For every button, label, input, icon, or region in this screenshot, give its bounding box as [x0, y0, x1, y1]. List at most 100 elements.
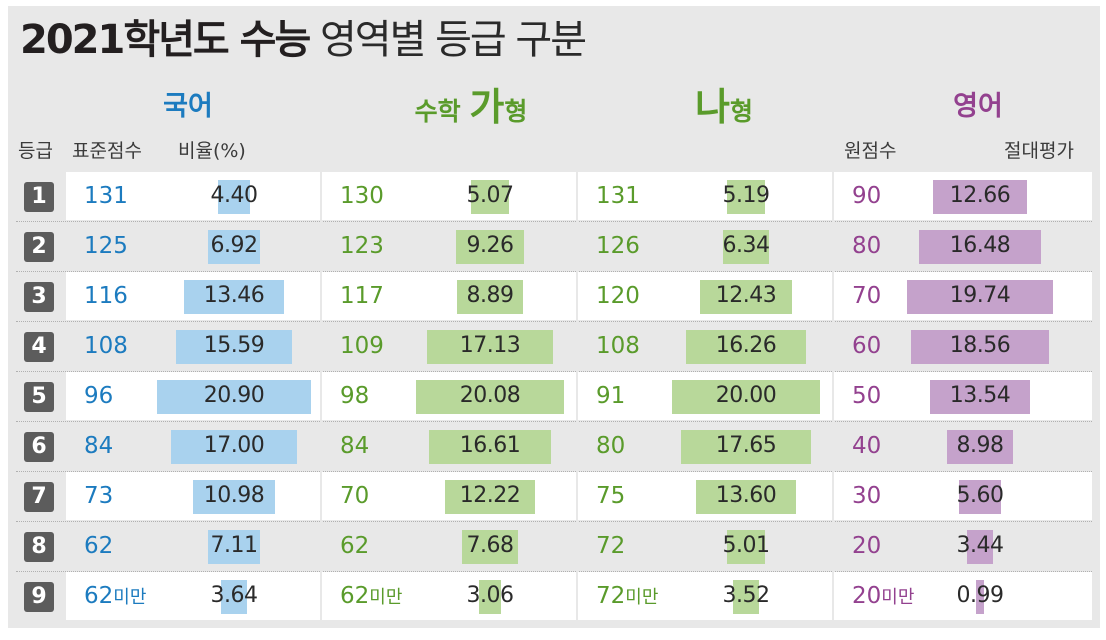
grade-badge: 4: [24, 332, 54, 362]
table-row: 6 84 17.00 84 16.61 80 17.65 40 8.98: [16, 422, 1092, 470]
grade-badge: 5: [24, 382, 54, 412]
math-ga-ratio-label: 3.06: [466, 583, 514, 608]
grade-badge: 6: [24, 432, 54, 462]
row-divider: [16, 571, 1092, 572]
english-ratio-label: 0.99: [956, 583, 1004, 608]
table-row: 3 116 13.46 117 8.89 120 12.43 70 19.74: [16, 272, 1092, 320]
math-ga-cell: 130 5.07: [322, 172, 576, 220]
math-ga-ratio-bar: [478, 580, 502, 614]
math-na-ratio-label: 16.26: [715, 333, 777, 358]
math-ga-ratio-label: 16.61: [459, 433, 521, 458]
korean-cell: 73 10.98: [66, 472, 320, 520]
math-ga-ratio-label: 20.08: [459, 383, 521, 408]
title-bold: 2021학년도 수능: [20, 17, 311, 63]
english-ratio-bar: [929, 380, 1031, 414]
grade-badge: 1: [24, 182, 54, 212]
korean-ratio-bar: [156, 380, 312, 414]
math-na-cutoff-score: 108: [596, 333, 640, 359]
math-ga-cutoff-score: 123: [340, 233, 384, 259]
english-cutoff-score: 60: [852, 333, 882, 359]
title-light: 영역별 등급 구분: [319, 17, 587, 63]
math-ga-ratio-bar: [455, 230, 525, 264]
grade-badge: 3: [24, 282, 54, 312]
math-na-ratio-bar: [672, 380, 820, 414]
math-na-ratio-bar: [732, 580, 760, 614]
english-ratio-label: 12.66: [949, 183, 1011, 208]
math-ga-cell: 98 20.08: [322, 372, 576, 420]
grade-badge: 2: [24, 232, 54, 262]
row-divider: [16, 371, 1092, 372]
english-ratio-label: 5.60: [956, 483, 1004, 508]
math-ga-cell: 62미만 3.06: [322, 572, 576, 620]
math-na-ratio-bar: [700, 280, 792, 314]
column-divider: [576, 172, 578, 624]
row-divider: [16, 221, 1092, 222]
math-ga-ratio-bar: [444, 480, 536, 514]
math-na-ratio-label: 12.43: [715, 283, 777, 308]
korean-cell: 125 6.92: [66, 222, 320, 270]
math-na-cutoff-score: 131: [596, 183, 640, 209]
math-na-ratio-label: 3.52: [722, 583, 770, 608]
grade-badge: 9: [24, 582, 54, 612]
math-na-cell: 72미만 3.52: [578, 572, 832, 620]
korean-cell: 96 20.90: [66, 372, 320, 420]
math-ga-ratio-label: 9.26: [466, 233, 514, 258]
math-na-cutoff-score: 126: [596, 233, 640, 259]
math-ga-ratio-label: 12.22: [459, 483, 521, 508]
korean-ratio-label: 17.00: [203, 433, 265, 458]
english-ratio-bar: [919, 230, 1041, 264]
math-na-cell: 131 5.19: [578, 172, 832, 220]
math-na-cell: 108 16.26: [578, 322, 832, 370]
korean-ratio-label: 6.92: [210, 233, 258, 258]
korean-cutoff-score: 96: [84, 383, 114, 409]
math-na-ratio-label: 13.60: [715, 483, 777, 508]
math-ga-cutoff-score: 84: [340, 433, 370, 459]
korean-cutoff-score: 62미만: [84, 583, 147, 609]
korean-ratio-bar: [184, 280, 284, 314]
math-na-ratio-label: 6.34: [722, 233, 770, 258]
english-ratio-label: 13.54: [949, 383, 1011, 408]
math-na-cutoff-score: 72: [596, 533, 626, 559]
korean-ratio-bar: [217, 180, 251, 214]
korean-cutoff-score: 125: [84, 233, 128, 259]
korean-ratio-label: 3.64: [210, 583, 258, 608]
english-cell: 70 19.74: [834, 272, 1092, 320]
korean-ratio-bar: [176, 330, 292, 364]
table-row: 7 73 10.98 70 12.22 75 13.60 30 5.60: [16, 472, 1092, 520]
korean-ratio-label: 15.59: [203, 333, 265, 358]
subheader-std-score: 표준점수: [72, 140, 142, 162]
korean-ratio-bar: [208, 230, 260, 264]
english-cutoff-score: 90: [852, 183, 882, 209]
math-na-cutoff-score: 75: [596, 483, 626, 509]
korean-cell: 131 4.40: [66, 172, 320, 220]
subheader-raw-score: 원점수: [844, 140, 897, 162]
math-ga-cutoff-score: 98: [340, 383, 370, 409]
math-na-ratio-label: 17.65: [715, 433, 777, 458]
english-cell: 80 16.48: [834, 222, 1092, 270]
table-row: 9 62미만 3.64 62미만 3.06 72미만 3.52 20미만 0.99: [16, 572, 1092, 620]
math-ga-ratio-bar: [415, 380, 565, 414]
math-ga-ratio-bar: [471, 180, 509, 214]
row-divider: [16, 271, 1092, 272]
math-ga-cell: 70 12.22: [322, 472, 576, 520]
math-ga-cell: 62 7.68: [322, 522, 576, 570]
english-cutoff-score: 40: [852, 433, 882, 459]
english-cutoff-score: 20: [852, 533, 882, 559]
math-ga-cell: 84 16.61: [322, 422, 576, 470]
english-cell: 90 12.66: [834, 172, 1092, 220]
math-na-cutoff-score: 72미만: [596, 583, 659, 609]
chart-title: 2021학년도 수능 영역별 등급 구분: [20, 14, 587, 66]
math-ga-ratio-bar: [461, 530, 519, 564]
math-na-ratio-bar: [726, 180, 766, 214]
column-divider: [320, 172, 322, 624]
english-cell: 60 18.56: [834, 322, 1092, 370]
english-cutoff-score: 20미만: [852, 583, 915, 609]
math-ga-cutoff-score: 117: [340, 283, 384, 309]
math-na-cutoff-score: 120: [596, 283, 640, 309]
table-row: 1 131 4.40 130 5.07 131 5.19 90 12.66: [16, 172, 1092, 220]
subheader-grade: 등급: [18, 140, 53, 162]
math-ga-ratio-label: 17.13: [459, 333, 521, 358]
table-row: 8 62 7.11 62 7.68 72 5.01 20 3.44: [16, 522, 1092, 570]
korean-ratio-bar: [207, 530, 261, 564]
math-ga-cell: 109 17.13: [322, 322, 576, 370]
